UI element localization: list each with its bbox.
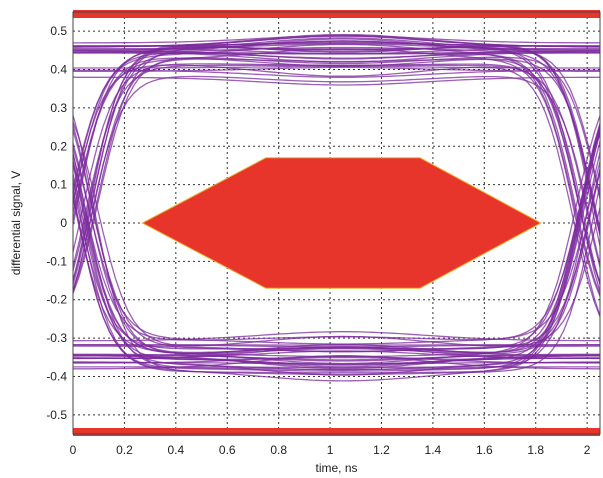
y-tick-label: -0.4 <box>46 369 67 383</box>
eye-trace <box>73 145 600 345</box>
eye-trace <box>73 52 600 297</box>
eye-trace <box>73 355 600 370</box>
y-tick-label: 0.2 <box>50 139 67 153</box>
x-axis-label: time, ns <box>315 461 357 475</box>
eye-trace <box>73 40 600 51</box>
eye-mask-layer <box>141 157 542 289</box>
x-tick-label: 1.2 <box>373 443 390 457</box>
eye-trace <box>73 112 600 376</box>
limit-lines <box>73 10 600 436</box>
eye-trace <box>73 126 600 382</box>
x-tick-label: 1.8 <box>527 443 544 457</box>
x-tick-label: 1.6 <box>476 443 493 457</box>
eye-trace <box>73 64 600 270</box>
eye-trace <box>73 66 600 72</box>
x-tick-labels: 0 0.2 0.4 0.6 0.8 1 1.2 1.4 1.6 1.8 2 <box>70 443 591 457</box>
x-tick-label: 0.6 <box>219 443 236 457</box>
y-tick-label: -0.1 <box>46 254 67 268</box>
lower-limit-bar <box>73 428 600 436</box>
eye-trace <box>73 129 600 350</box>
eye-trace <box>73 113 600 365</box>
eye-trace <box>73 76 600 86</box>
eye-mask-polygon <box>141 157 542 289</box>
eye-trace <box>73 355 600 370</box>
eye-traces <box>73 33 600 382</box>
y-tick-label: 0.4 <box>50 63 67 77</box>
eye-trace <box>73 51 600 63</box>
x-tick-label: 0.4 <box>167 443 184 457</box>
y-tick-label: 0 <box>60 216 67 230</box>
x-tick-label: 2 <box>584 443 591 457</box>
eye-trace <box>73 33 600 48</box>
eye-trace <box>73 343 600 357</box>
x-tick-label: 0.8 <box>270 443 287 457</box>
x-tick-label: 1 <box>327 443 334 457</box>
eye-trace <box>73 121 600 372</box>
y-tick-label: -0.3 <box>46 331 67 345</box>
eye-trace <box>73 34 600 44</box>
eye-trace <box>73 75 600 296</box>
y-tick-labels: 0.5 0.4 0.3 0.2 0.1 0 -0.1 -0.2 -0.3 -0.4 -0.5 <box>46 24 67 422</box>
eye-trace <box>73 122 600 358</box>
eye-trace <box>73 46 600 283</box>
y-tick-label: 0.3 <box>50 101 67 115</box>
eye-trace <box>73 127 600 352</box>
x-tick-label: 1.4 <box>425 443 442 457</box>
y-axis-label: differential signal, V <box>9 171 23 276</box>
y-tick-label: -0.2 <box>46 293 67 307</box>
eye-trace <box>73 64 600 319</box>
upper-limit-bar <box>73 10 600 18</box>
x-tick-label: 0.2 <box>116 443 133 457</box>
y-tick-label: 0.1 <box>50 178 67 192</box>
eye-trace <box>73 331 600 342</box>
plot-frame <box>72 11 601 435</box>
eye-trace <box>73 57 600 285</box>
eye-trace <box>73 38 600 53</box>
y-tick-label: -0.5 <box>46 408 67 422</box>
y-tick-label: 0.5 <box>50 24 67 38</box>
x-tick-label: 0 <box>70 443 77 457</box>
